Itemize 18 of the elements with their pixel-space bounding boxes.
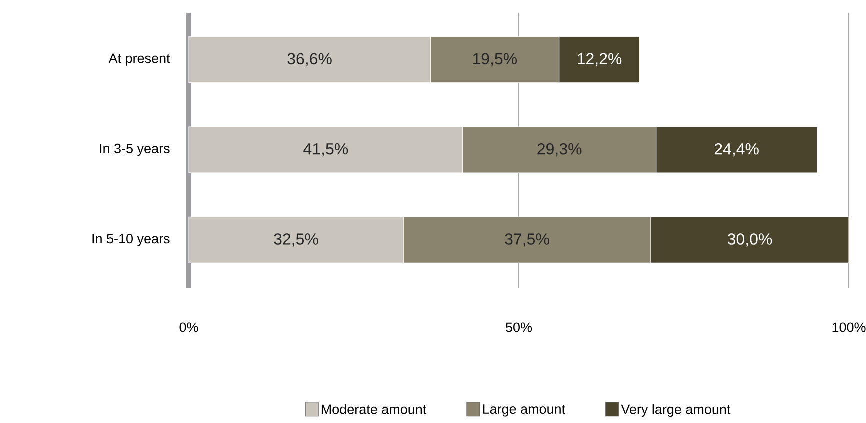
x-tick-label: 0% (180, 322, 198, 332)
data-label: 29,3% (538, 143, 582, 157)
data-label: 19,5% (473, 53, 518, 66)
legend-label: Moderate amount (322, 404, 427, 414)
legend-label: Large amount (483, 404, 566, 417)
data-label: 32,5% (274, 234, 318, 247)
data-label: 24,4% (714, 143, 759, 157)
y-tick-label: In 3-5 years (100, 144, 170, 156)
data-label: 41,5% (304, 143, 348, 157)
data-label: 37,5% (505, 234, 550, 247)
data-label: 12,2% (578, 53, 622, 66)
x-tick-label: 50% (506, 322, 532, 332)
y-tick-label: In 5-10 years (92, 234, 170, 246)
x-tick-label: 100% (832, 322, 866, 332)
y-tick-label: At present (108, 54, 170, 66)
data-label: 30,0% (728, 234, 772, 247)
legend-label: Very large amount (621, 404, 731, 417)
data-label: 36,6% (288, 53, 332, 66)
